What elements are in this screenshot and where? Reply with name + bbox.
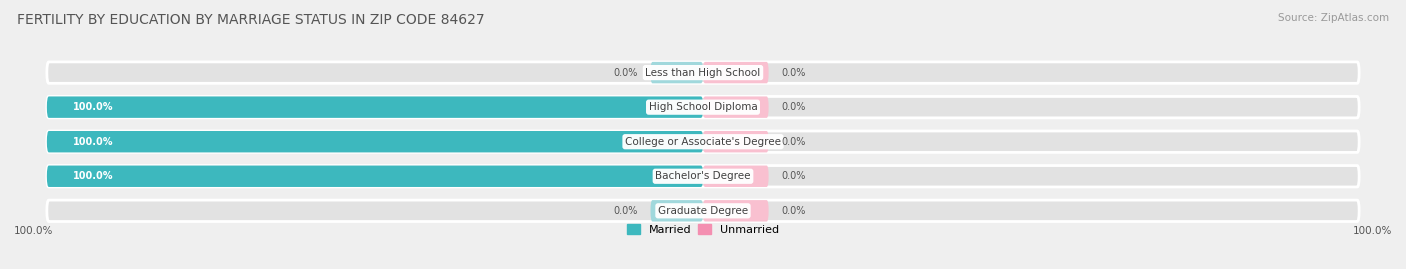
Text: 0.0%: 0.0% xyxy=(782,68,806,77)
FancyBboxPatch shape xyxy=(703,165,769,187)
FancyBboxPatch shape xyxy=(703,62,769,83)
FancyBboxPatch shape xyxy=(46,62,1360,83)
Text: 0.0%: 0.0% xyxy=(613,206,637,216)
Text: 100.0%: 100.0% xyxy=(73,137,114,147)
FancyBboxPatch shape xyxy=(46,97,1360,118)
Text: Source: ZipAtlas.com: Source: ZipAtlas.com xyxy=(1278,13,1389,23)
FancyBboxPatch shape xyxy=(651,62,703,83)
Text: 0.0%: 0.0% xyxy=(782,206,806,216)
Text: 0.0%: 0.0% xyxy=(782,102,806,112)
Text: 100.0%: 100.0% xyxy=(14,226,53,236)
FancyBboxPatch shape xyxy=(46,165,1360,187)
FancyBboxPatch shape xyxy=(651,200,703,221)
Text: 0.0%: 0.0% xyxy=(613,68,637,77)
Text: 100.0%: 100.0% xyxy=(1353,226,1392,236)
FancyBboxPatch shape xyxy=(46,97,703,118)
Text: Bachelor's Degree: Bachelor's Degree xyxy=(655,171,751,181)
FancyBboxPatch shape xyxy=(703,97,769,118)
Text: FERTILITY BY EDUCATION BY MARRIAGE STATUS IN ZIP CODE 84627: FERTILITY BY EDUCATION BY MARRIAGE STATU… xyxy=(17,13,485,27)
FancyBboxPatch shape xyxy=(703,200,769,221)
FancyBboxPatch shape xyxy=(46,200,1360,221)
FancyBboxPatch shape xyxy=(46,165,703,187)
Text: 0.0%: 0.0% xyxy=(782,137,806,147)
Text: 100.0%: 100.0% xyxy=(73,171,114,181)
Text: College or Associate's Degree: College or Associate's Degree xyxy=(626,137,780,147)
FancyBboxPatch shape xyxy=(46,131,703,153)
Text: 0.0%: 0.0% xyxy=(782,171,806,181)
Legend: Married, Unmarried: Married, Unmarried xyxy=(627,225,779,235)
Text: 100.0%: 100.0% xyxy=(73,102,114,112)
FancyBboxPatch shape xyxy=(703,131,769,153)
FancyBboxPatch shape xyxy=(46,131,1360,153)
Text: High School Diploma: High School Diploma xyxy=(648,102,758,112)
Text: Graduate Degree: Graduate Degree xyxy=(658,206,748,216)
Text: Less than High School: Less than High School xyxy=(645,68,761,77)
